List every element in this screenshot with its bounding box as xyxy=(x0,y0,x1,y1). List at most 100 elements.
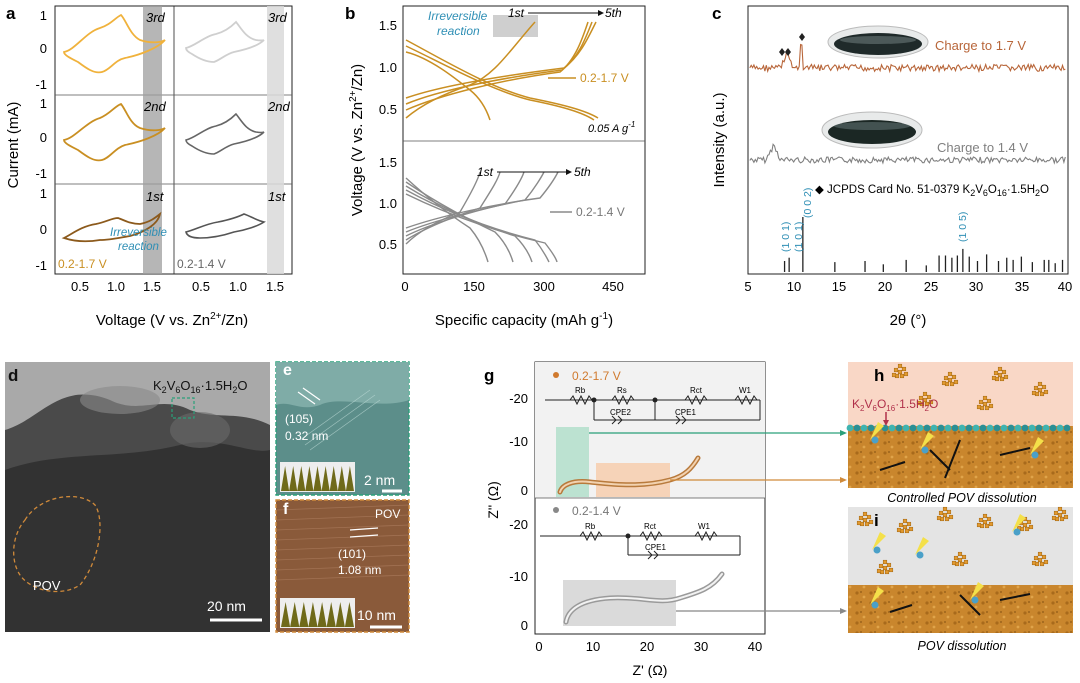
xtick: 10 xyxy=(586,639,600,654)
panel-label-a: a xyxy=(6,4,16,23)
hkl-label: (0 0 2) xyxy=(802,188,814,218)
hkl-label: (1 0 5) xyxy=(957,212,969,242)
cathode-region-h xyxy=(848,426,1073,488)
panel-c-peak-markers xyxy=(779,33,805,56)
hkl-label: (1 0 1) xyxy=(780,222,792,252)
panel-label-b: b xyxy=(345,4,355,23)
panel-c-jcpds: ◆ JCPDS Card No. 51-0379 K2V6O16·1.5H2O xyxy=(815,184,1049,198)
xtick: 30 xyxy=(969,279,983,294)
panel-b-ylabel: Voltage (V vs. Zn2+/Zn) xyxy=(348,64,366,216)
panel-a-frame xyxy=(54,5,293,275)
xtick: 25 xyxy=(924,279,938,294)
panel-a-irreversible-2: reaction xyxy=(118,241,159,253)
discharge-curve xyxy=(405,39,599,119)
xtick: 300 xyxy=(533,279,555,294)
charge-curve xyxy=(405,21,593,105)
intensity-profile-peaks-f xyxy=(281,602,354,627)
pov-clusters-h xyxy=(891,363,1049,411)
cycle-label: 3rd xyxy=(146,10,166,25)
panel-a-cycle-labels: 3rd 3rd 2nd 2nd 1st 1st xyxy=(143,10,290,204)
panel-g-xlabel: Z' (Ω) xyxy=(633,662,668,678)
caption-h: Controlled POV dissolution xyxy=(887,491,1036,505)
panel-b-first-bottom: 1st xyxy=(477,165,494,179)
discharge-curve xyxy=(405,189,550,263)
panel-label-g: g xyxy=(484,366,494,385)
ytick: -20 xyxy=(509,517,528,532)
pov-label-f: POV xyxy=(375,507,400,521)
cycle-label: 1st xyxy=(268,189,287,204)
panel-d: POV K2V6O16·1.5H2O d 20 nm xyxy=(5,362,270,632)
ytick: -1 xyxy=(35,166,47,181)
ytick: 1.0 xyxy=(379,60,397,75)
xtick: 10 xyxy=(787,279,801,294)
scale-label-d: 20 nm xyxy=(207,598,246,614)
circuit-label: Rct xyxy=(644,522,657,531)
ytick: 0 xyxy=(40,41,47,56)
panel-label-i: i xyxy=(874,511,879,530)
ytick: 1.5 xyxy=(379,18,397,33)
xtick: 5 xyxy=(744,279,751,294)
ytick: 0 xyxy=(40,222,47,237)
panel-b-irreversible-2: reaction xyxy=(437,24,480,38)
panel-a-right-range: 0.2-1.4 V xyxy=(177,257,226,271)
xtick: 15 xyxy=(832,279,846,294)
cv-curve-right-1st xyxy=(185,213,266,239)
xtick: 0.5 xyxy=(71,279,89,294)
cv-curve-right-3rd xyxy=(185,20,265,63)
hkl-e: (105) xyxy=(285,412,313,426)
xtick: 1.5 xyxy=(266,279,284,294)
xtick: 1.0 xyxy=(229,279,247,294)
panel-a-ylabel: Current (mA) xyxy=(5,102,22,189)
panel-a-yticks: 1 0 -1 1 0 -1 1 0 -1 xyxy=(35,8,47,273)
circuit-label: CPE1 xyxy=(675,408,696,417)
ytick: -20 xyxy=(509,391,528,406)
circuit-label: CPE1 xyxy=(645,543,666,552)
panel-b-top-range: 0.2-1.7 V xyxy=(580,71,629,85)
xtick: 1.5 xyxy=(143,279,161,294)
cv-curve-left-2nd xyxy=(63,102,166,162)
discharge-curve xyxy=(405,193,558,263)
panel-a-xticks: 0.5 1.0 1.5 0.5 1.0 1.5 xyxy=(71,279,284,294)
panel-label-h: h xyxy=(874,366,884,385)
panel-g-ylabel: Z'' (Ω) xyxy=(485,481,501,519)
circuit-labels-bottom: Rb Rct W1 CPE1 xyxy=(585,522,711,552)
cv-curve-left-1st xyxy=(61,211,162,243)
panel-a-xlabel: Voltage (V vs. Zn2+/Zn) xyxy=(96,311,248,329)
circuit-label: CPE2 xyxy=(610,408,631,417)
panel-a-left-range: 0.2-1.7 V xyxy=(58,257,107,271)
cycle-label: 3rd xyxy=(268,10,288,25)
spacing-e: 0.32 nm xyxy=(285,429,328,443)
cathode-region-i xyxy=(848,585,1073,633)
charge-curve xyxy=(405,21,589,111)
discharge-curve xyxy=(405,181,514,263)
panel-label-c: c xyxy=(712,4,721,23)
caption-i: POV dissolution xyxy=(918,639,1007,653)
ytick: 1 xyxy=(40,96,47,111)
ytick: 0 xyxy=(521,618,528,633)
cycle-label: 2nd xyxy=(143,99,166,114)
legend-dot-bottom xyxy=(553,507,559,513)
panel-g-yticks: -20 -10 0 -20 -10 0 xyxy=(509,391,528,633)
discharge-curve xyxy=(405,51,491,121)
cycle-label: 2nd xyxy=(267,99,290,114)
pov-label-d: POV xyxy=(33,578,61,593)
spacing-f: 1.08 nm xyxy=(338,563,381,577)
jcpds-reference-lines xyxy=(783,217,1064,272)
legend-dot-top xyxy=(553,372,559,378)
discharge-curve xyxy=(405,45,595,121)
panel-label-e: e xyxy=(283,362,292,379)
carbon-fibers-i xyxy=(889,593,1031,616)
panel-b-bottom-curves xyxy=(405,171,559,263)
ytick: 1.5 xyxy=(379,155,397,170)
ions-h xyxy=(870,422,1044,459)
charge-curve xyxy=(405,171,559,229)
circuit-label: W1 xyxy=(739,386,752,395)
panel-b-arrowhead xyxy=(598,10,604,16)
circuit-label: W1 xyxy=(698,522,711,531)
xtick: 20 xyxy=(640,639,654,654)
circuit-label: Rct xyxy=(690,386,703,395)
circuit-label: Rs xyxy=(617,386,627,395)
ytick: -1 xyxy=(35,77,47,92)
ytick: -10 xyxy=(509,569,528,584)
intensity-profile-peaks-e xyxy=(281,466,354,491)
